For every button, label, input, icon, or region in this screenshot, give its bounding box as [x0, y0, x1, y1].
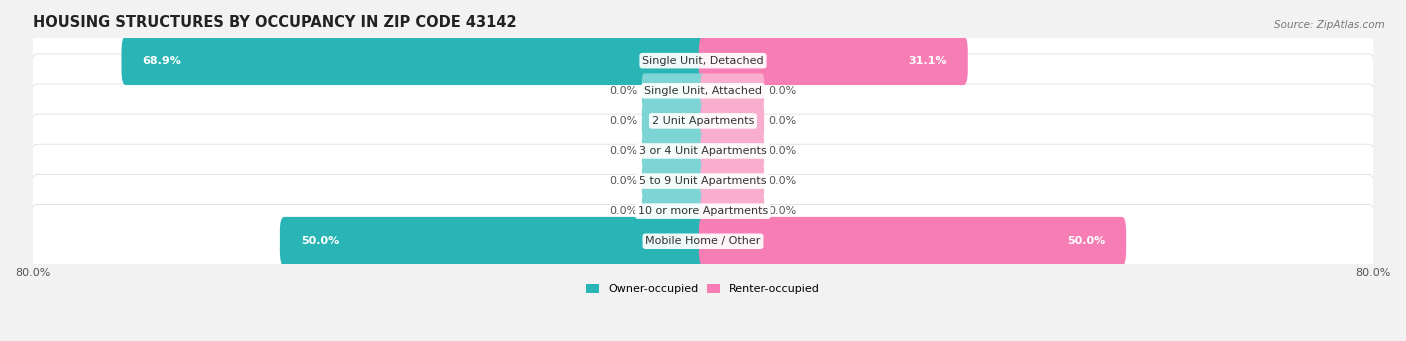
- Text: HOUSING STRUCTURES BY OCCUPANCY IN ZIP CODE 43142: HOUSING STRUCTURES BY OCCUPANCY IN ZIP C…: [32, 15, 516, 30]
- Text: 0.0%: 0.0%: [768, 206, 797, 216]
- FancyBboxPatch shape: [30, 174, 1376, 248]
- Text: 3 or 4 Unit Apartments: 3 or 4 Unit Apartments: [640, 146, 766, 156]
- Text: 50.0%: 50.0%: [1067, 236, 1105, 246]
- Text: 0.0%: 0.0%: [609, 146, 638, 156]
- FancyBboxPatch shape: [641, 194, 706, 228]
- Text: 68.9%: 68.9%: [142, 56, 181, 66]
- FancyBboxPatch shape: [30, 84, 1376, 158]
- FancyBboxPatch shape: [699, 36, 967, 85]
- FancyBboxPatch shape: [30, 54, 1376, 128]
- FancyBboxPatch shape: [641, 103, 706, 138]
- FancyBboxPatch shape: [30, 204, 1376, 278]
- FancyBboxPatch shape: [700, 103, 765, 138]
- FancyBboxPatch shape: [700, 134, 765, 168]
- FancyBboxPatch shape: [699, 217, 1126, 266]
- Text: 5 to 9 Unit Apartments: 5 to 9 Unit Apartments: [640, 176, 766, 186]
- Text: 50.0%: 50.0%: [301, 236, 339, 246]
- Text: Single Unit, Attached: Single Unit, Attached: [644, 86, 762, 96]
- FancyBboxPatch shape: [30, 24, 1376, 98]
- FancyBboxPatch shape: [641, 164, 706, 198]
- FancyBboxPatch shape: [30, 114, 1376, 188]
- Text: Single Unit, Detached: Single Unit, Detached: [643, 56, 763, 66]
- FancyBboxPatch shape: [700, 194, 765, 228]
- Text: 0.0%: 0.0%: [609, 206, 638, 216]
- Text: 10 or more Apartments: 10 or more Apartments: [638, 206, 768, 216]
- FancyBboxPatch shape: [641, 134, 706, 168]
- Legend: Owner-occupied, Renter-occupied: Owner-occupied, Renter-occupied: [581, 280, 825, 299]
- FancyBboxPatch shape: [700, 164, 765, 198]
- FancyBboxPatch shape: [280, 217, 707, 266]
- Text: 0.0%: 0.0%: [609, 116, 638, 126]
- Text: 0.0%: 0.0%: [609, 86, 638, 96]
- FancyBboxPatch shape: [121, 36, 707, 85]
- Text: 0.0%: 0.0%: [609, 176, 638, 186]
- Text: Mobile Home / Other: Mobile Home / Other: [645, 236, 761, 246]
- FancyBboxPatch shape: [30, 144, 1376, 218]
- Text: 0.0%: 0.0%: [768, 86, 797, 96]
- Text: 0.0%: 0.0%: [768, 146, 797, 156]
- Text: 31.1%: 31.1%: [908, 56, 946, 66]
- FancyBboxPatch shape: [641, 73, 706, 108]
- Text: 0.0%: 0.0%: [768, 116, 797, 126]
- Text: Source: ZipAtlas.com: Source: ZipAtlas.com: [1274, 20, 1385, 30]
- Text: 2 Unit Apartments: 2 Unit Apartments: [652, 116, 754, 126]
- FancyBboxPatch shape: [700, 73, 765, 108]
- Text: 0.0%: 0.0%: [768, 176, 797, 186]
